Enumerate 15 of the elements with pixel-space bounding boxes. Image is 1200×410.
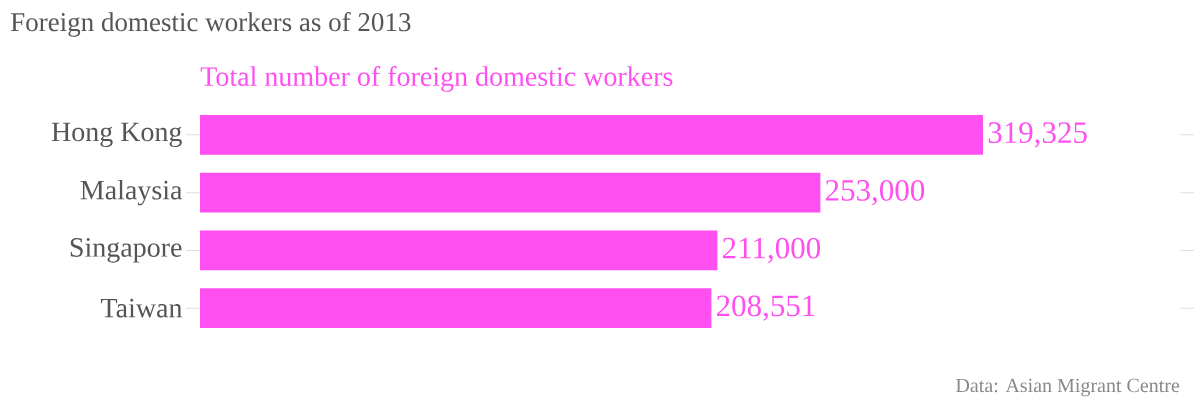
bar (200, 288, 712, 329)
y-tick-label: Hong Kong (51, 122, 182, 148)
bar (200, 114, 984, 155)
text: Data: Asian Migrant Centre (956, 378, 1180, 397)
data-label: 253,000 (825, 179, 925, 206)
bar (200, 230, 718, 271)
series-label: Total number of foreign domestic workers (200, 66, 673, 92)
y-tick-label: Singapore (70, 238, 182, 263)
y-tick-label: Taiwan (100, 298, 183, 318)
data-label: 208,551 (716, 295, 815, 321)
bar (200, 172, 821, 213)
data-label: 319,325 (988, 122, 1087, 148)
chart-title: Foreign domestic workers as of 2013 (10, 11, 411, 37)
y-tick-label: Malaysia (80, 179, 183, 206)
data-label: 211,000 (722, 237, 821, 264)
